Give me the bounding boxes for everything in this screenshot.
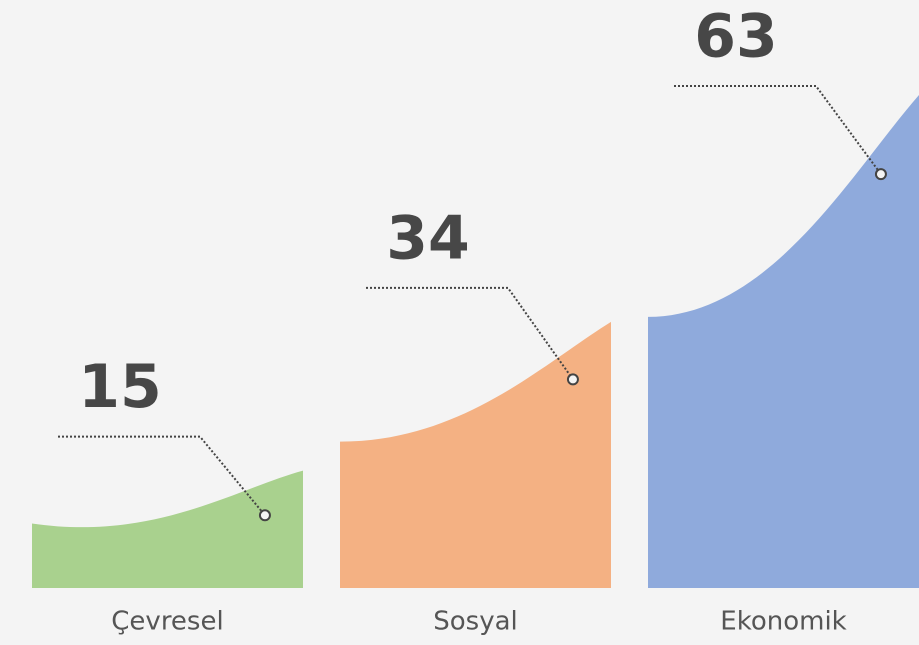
value-label: 15	[78, 352, 162, 422]
leader-dot	[874, 168, 887, 181]
leader-dot	[258, 509, 271, 522]
bar	[32, 470, 303, 588]
value-label: 34	[386, 204, 470, 274]
leader-dot	[566, 373, 579, 386]
category-label: Ekonomik	[720, 607, 846, 637]
leader-line	[366, 286, 574, 380]
category-label: Sosyal	[433, 607, 518, 637]
leader-line	[674, 85, 882, 175]
bar	[340, 321, 611, 588]
value-label: 63	[694, 2, 778, 72]
bar	[648, 95, 919, 588]
leader-line	[58, 435, 266, 516]
category-label: Çevresel	[111, 607, 223, 637]
